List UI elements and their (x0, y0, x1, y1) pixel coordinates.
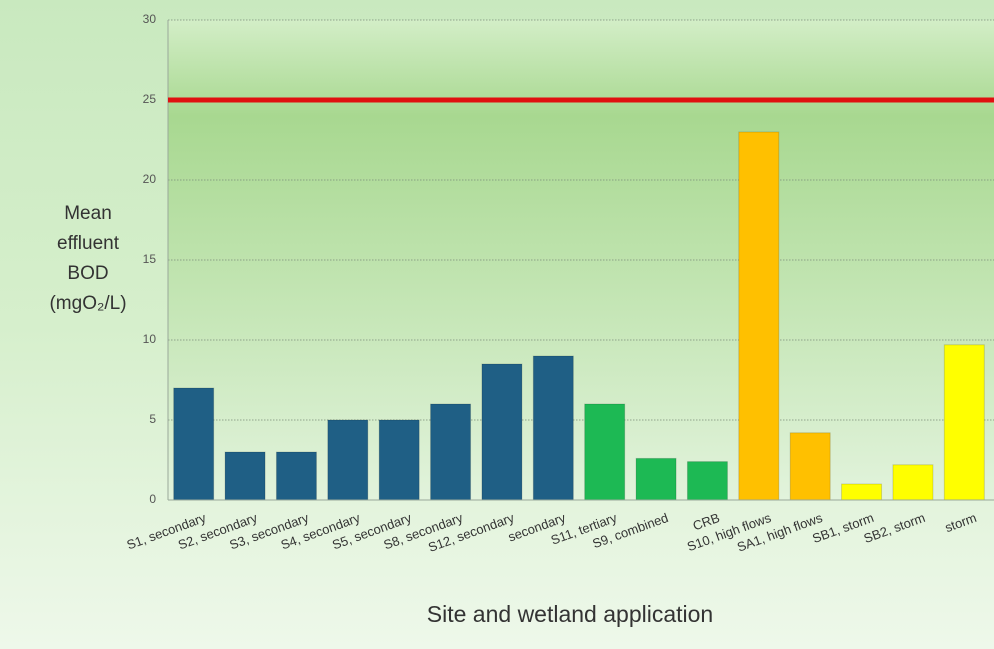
bar (481, 363, 523, 501)
y-tick-label: 30 (143, 12, 157, 26)
y-axis-label: effluent (57, 233, 120, 254)
y-axis-label: Mean (64, 203, 112, 224)
bar (378, 419, 420, 501)
bar (789, 432, 831, 501)
y-axis-label: (mgO₂/L) (49, 293, 126, 314)
bar (430, 403, 472, 501)
bar (635, 457, 677, 501)
y-tick-label: 0 (149, 492, 156, 506)
bar (892, 464, 934, 501)
bar (841, 483, 883, 501)
bar (224, 451, 266, 501)
bar (532, 355, 574, 501)
y-tick-label: 25 (143, 92, 157, 106)
y-tick-label: 10 (143, 332, 157, 346)
bar (943, 344, 985, 501)
bar (327, 419, 369, 501)
bar (275, 451, 317, 501)
y-tick-label: 5 (149, 412, 156, 426)
bar (584, 403, 626, 501)
y-tick-label: 20 (143, 172, 157, 186)
bar (173, 387, 215, 501)
y-axis-label: BOD (67, 263, 108, 284)
y-tick-label: 15 (143, 252, 157, 266)
bar (686, 461, 728, 501)
bar (738, 131, 780, 501)
x-axis-label: Site and wetland application (427, 601, 713, 627)
